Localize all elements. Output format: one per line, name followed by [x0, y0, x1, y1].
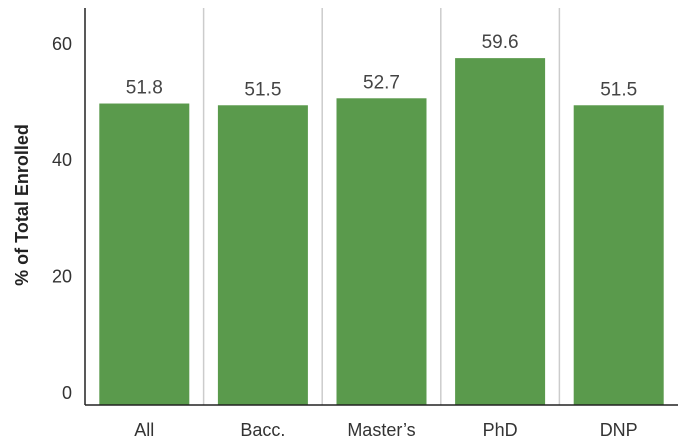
- x-tick-labels: All Bacc. Master’s PhD DNP: [134, 420, 637, 440]
- bar: [455, 58, 546, 406]
- bar: [217, 105, 308, 406]
- y-tick-label: 20: [52, 267, 72, 287]
- bar: [336, 98, 427, 405]
- x-tick-label: DNP: [600, 420, 638, 440]
- y-tick-label: 40: [52, 150, 72, 170]
- y-tick-label: 0: [62, 383, 72, 403]
- x-tick-label: Bacc.: [240, 420, 285, 440]
- bars-group: [99, 58, 664, 406]
- y-axis-title: % of Total Enrolled: [12, 124, 32, 286]
- data-labels-group: 51.8 51.5 52.7 59.6 51.5: [126, 32, 637, 100]
- bar: [99, 103, 190, 406]
- axes-group: [84, 8, 678, 406]
- x-tick-label: PhD: [483, 420, 518, 440]
- y-tick-labels: 0 20 40 60: [52, 34, 72, 403]
- data-label: 52.7: [363, 72, 400, 93]
- data-label: 51.8: [126, 78, 163, 99]
- x-tick-label: All: [134, 420, 154, 440]
- bar: [573, 105, 664, 406]
- data-label: 51.5: [244, 79, 281, 100]
- data-label: 51.5: [600, 79, 637, 100]
- category-separators: [202, 8, 561, 405]
- x-tick-label: Master’s: [347, 420, 415, 440]
- data-label: 59.6: [482, 32, 519, 53]
- y-tick-label: 60: [52, 34, 72, 54]
